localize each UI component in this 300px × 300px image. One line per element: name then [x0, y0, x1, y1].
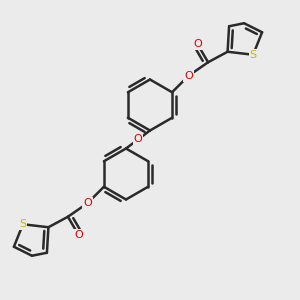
Text: O: O	[184, 71, 193, 81]
Text: S: S	[20, 219, 26, 229]
Text: O: O	[83, 198, 92, 208]
Text: S: S	[250, 50, 256, 60]
Text: O: O	[74, 230, 83, 240]
Text: O: O	[193, 39, 202, 49]
Text: O: O	[134, 134, 142, 145]
